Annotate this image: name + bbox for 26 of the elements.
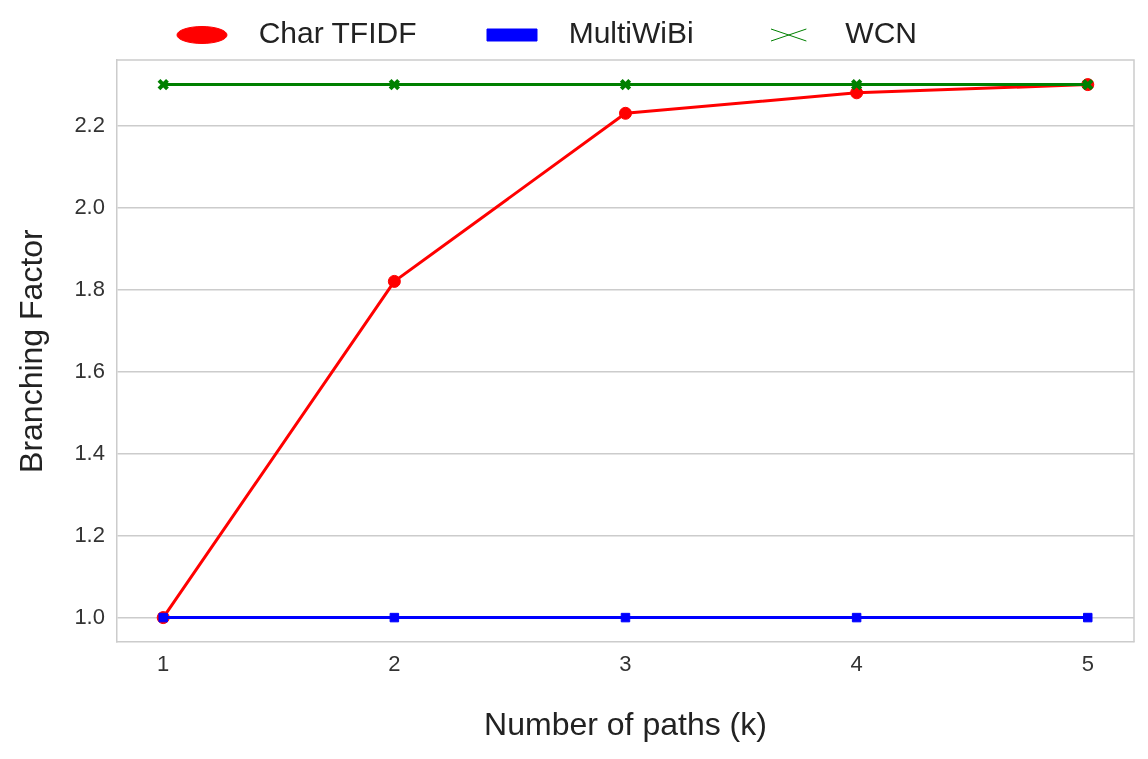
y-tick-label: 1.4 [74, 439, 105, 465]
legend-label: WCN [828, 16, 968, 50]
point [619, 78, 632, 91]
point [620, 612, 631, 623]
x-tick-label: 4 [850, 651, 863, 677]
x-tick-label: 2 [388, 651, 401, 677]
y-tick-label: 1.8 [74, 275, 105, 301]
point [618, 106, 632, 120]
y-tick-label: 1.6 [74, 357, 105, 383]
point [850, 78, 863, 91]
y-tick-label: 1.0 [74, 603, 105, 629]
x-tick-label: 3 [619, 651, 632, 677]
y-tick-label: 2.2 [74, 111, 105, 137]
x-tick-label: 1 [157, 651, 170, 677]
y-tick-label: 2.0 [74, 193, 105, 219]
point [851, 612, 862, 623]
point [1083, 612, 1093, 623]
legend-label: MultiWiBi [552, 16, 744, 50]
point [388, 78, 401, 91]
x-axis-title: Number of paths (k) [484, 705, 767, 742]
point [387, 274, 401, 288]
y-tick-label: 1.2 [74, 521, 105, 547]
y-axis-title: Branching Factor [13, 228, 50, 473]
x-tick-label: 5 [1081, 651, 1094, 677]
legend-label: Char TFIDF [241, 16, 467, 50]
point [389, 612, 400, 623]
